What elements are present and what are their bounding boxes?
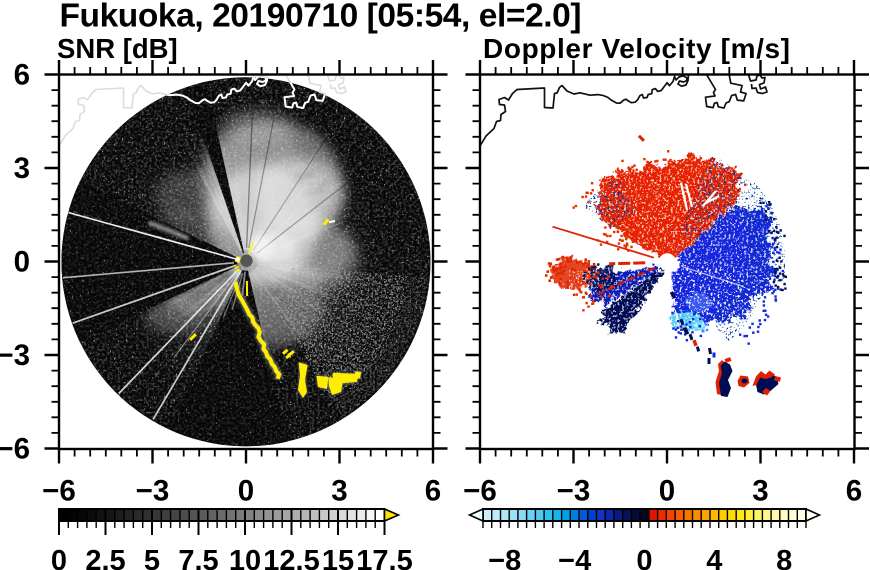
svg-text:6: 6 xyxy=(425,475,441,508)
svg-text:SNR [dB]: SNR [dB] xyxy=(57,33,178,64)
svg-text:−3: −3 xyxy=(0,339,30,372)
svg-text:5: 5 xyxy=(144,545,160,570)
svg-text:7.5: 7.5 xyxy=(178,545,218,570)
svg-text:17.5: 17.5 xyxy=(356,545,412,570)
svg-text:3: 3 xyxy=(331,475,347,508)
svg-text:2.5: 2.5 xyxy=(85,545,125,570)
svg-text:12.5: 12.5 xyxy=(263,545,319,570)
svg-text:−3: −3 xyxy=(136,475,170,508)
svg-text:15: 15 xyxy=(322,545,354,570)
svg-text:0: 0 xyxy=(14,246,30,279)
svg-text:Doppler Velocity [m/s]: Doppler Velocity [m/s] xyxy=(483,33,790,64)
svg-text:3: 3 xyxy=(752,475,768,508)
svg-text:−4: −4 xyxy=(558,545,591,570)
svg-text:6: 6 xyxy=(14,59,30,92)
svg-text:−8: −8 xyxy=(488,545,521,570)
svg-text:10: 10 xyxy=(229,545,261,570)
svg-text:3: 3 xyxy=(14,152,30,185)
svg-text:6: 6 xyxy=(846,475,862,508)
svg-text:Fukuoka, 20190710 [05:54, el=2: Fukuoka, 20190710 [05:54, el=2.0] xyxy=(60,0,582,35)
svg-text:−6: −6 xyxy=(42,475,76,508)
svg-text:0: 0 xyxy=(636,545,652,570)
svg-text:4: 4 xyxy=(706,545,722,570)
svg-text:−3: −3 xyxy=(557,475,591,508)
svg-text:0: 0 xyxy=(659,475,675,508)
svg-text:0: 0 xyxy=(51,545,67,570)
svg-text:8: 8 xyxy=(776,545,792,570)
svg-text:−6: −6 xyxy=(463,475,497,508)
svg-text:−6: −6 xyxy=(0,433,30,466)
svg-text:0: 0 xyxy=(238,475,254,508)
